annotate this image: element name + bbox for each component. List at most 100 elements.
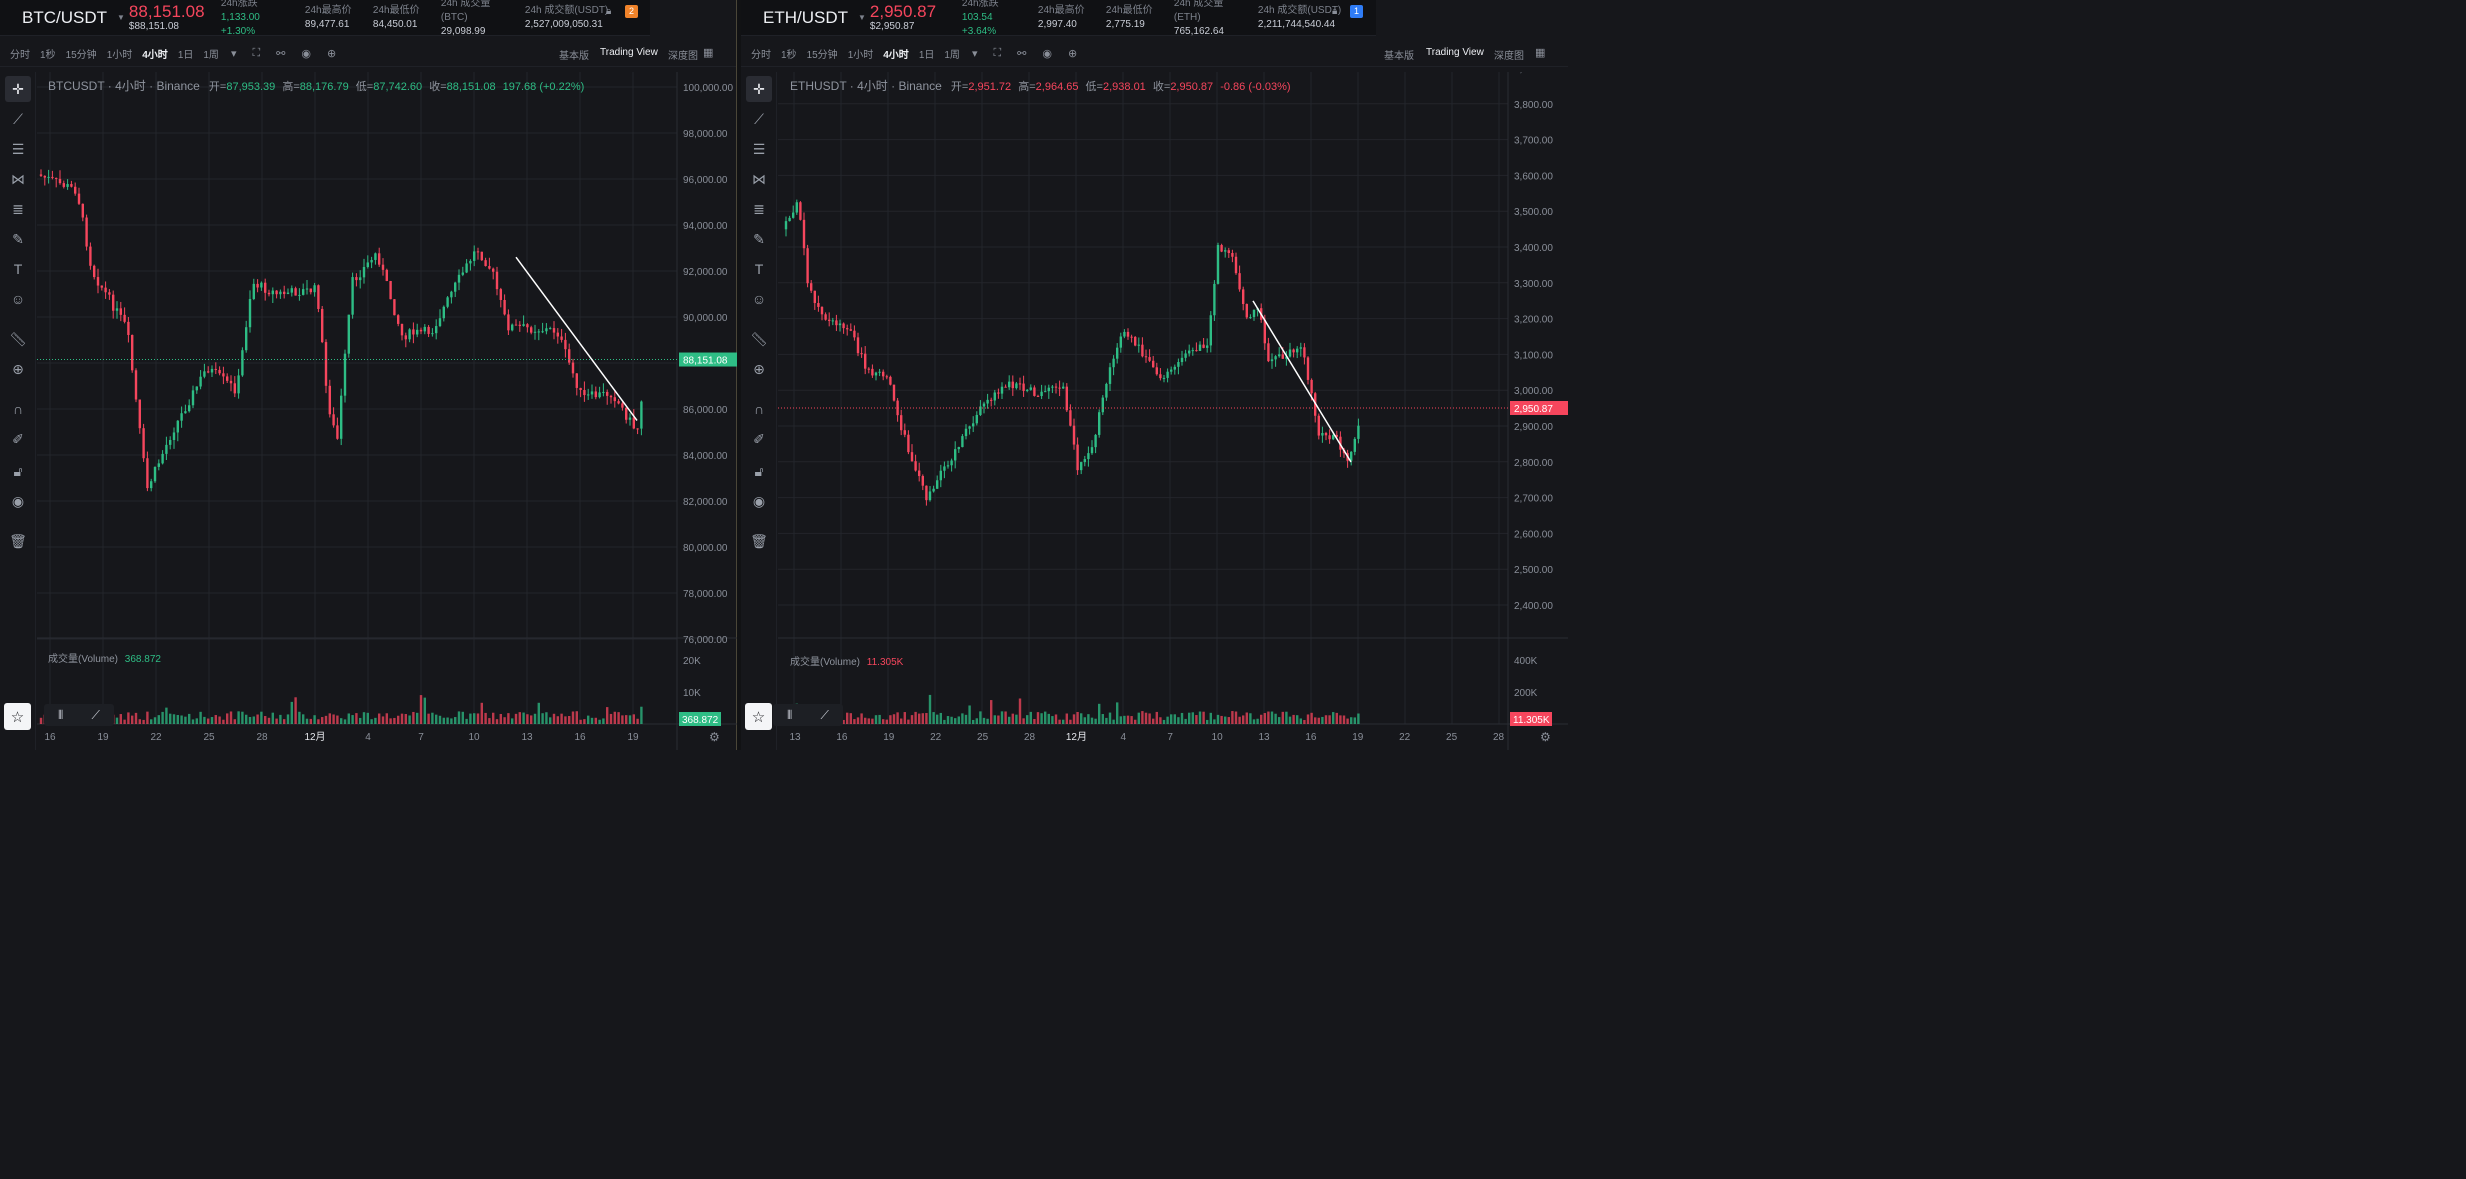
fib-icon[interactable]: ≣	[12, 200, 24, 217]
eye-icon[interactable]: ◉	[752, 492, 766, 509]
volume-bar	[900, 718, 903, 724]
chevron-down-icon[interactable]: ▼	[117, 13, 125, 22]
mode-tradingview[interactable]: Trading View	[600, 47, 658, 58]
emoji-icon[interactable]: ☺	[10, 291, 26, 307]
candles-icon[interactable]: ⫴	[787, 707, 793, 722]
layout-grid-icon[interactable]: ▦	[1535, 47, 1546, 59]
volume-bar	[522, 712, 525, 724]
horizontal-lines-icon[interactable]: ☰	[11, 140, 25, 157]
magnet-icon[interactable]: ∩	[12, 401, 24, 417]
pattern-icon[interactable]: ⋈	[11, 170, 25, 187]
candles-icon[interactable]: ⫴	[58, 707, 64, 722]
volume-bar	[1310, 712, 1313, 724]
line-tool-icon[interactable]: ⟋	[820, 707, 829, 722]
mode-basic[interactable]: 基本版	[559, 51, 589, 62]
tf-1w[interactable]: 1周	[203, 49, 219, 61]
eth-symbol[interactable]: ETH/USDT	[763, 7, 848, 27]
candle-body	[1177, 362, 1180, 367]
line-tool-icon[interactable]: ⟋	[91, 707, 100, 722]
tf-1d[interactable]: 1日	[177, 49, 194, 61]
stat-value: 2,211,744,540.44	[1257, 18, 1336, 30]
trash-icon[interactable]: 🗑︎	[750, 532, 768, 549]
brush-icon[interactable]: ✎	[753, 230, 765, 247]
tf-4h[interactable]: 4小时	[142, 49, 168, 61]
camera-icon[interactable]: ◉	[1042, 47, 1052, 60]
mode-basic[interactable]: 基本版	[1384, 51, 1414, 62]
star-icon[interactable]: ☆	[4, 703, 31, 730]
chart-type-icon[interactable]: ⛶	[252, 46, 261, 59]
tf-1d[interactable]: 1日	[918, 49, 935, 61]
volume-bar	[435, 714, 438, 724]
layout-grid-icon[interactable]: ▦	[703, 47, 714, 59]
tf-15m[interactable]: 15分钟	[65, 49, 97, 61]
candle-body	[51, 176, 54, 178]
horizontal-lines-icon[interactable]: ☰	[752, 140, 766, 157]
fib-icon[interactable]: ≣	[753, 200, 765, 217]
indicators-icon[interactable]: ⚯	[276, 47, 286, 60]
zoom-in-icon[interactable]: ⊕	[753, 360, 765, 377]
pattern-icon[interactable]: ⋈	[752, 170, 766, 187]
btc-candlestick-chart[interactable]: 100,000.00 98,000.00 96,000.00 94,000.00 92,…	[37, 72, 737, 750]
magnet-icon[interactable]: ∩	[753, 401, 765, 417]
eye-icon[interactable]: ◉	[11, 492, 25, 509]
volume-bar	[556, 716, 559, 724]
chevron-down-icon[interactable]: ▼	[858, 13, 866, 22]
trend-line-icon[interactable]: ⟋	[754, 110, 764, 127]
crosshair-icon[interactable]: ✛	[5, 76, 31, 102]
candle-body	[632, 417, 635, 429]
pencil-lock-icon[interactable]: ✐	[753, 430, 765, 447]
tf-1w[interactable]: 1周	[944, 49, 960, 61]
tf-4h[interactable]: 4小时	[883, 49, 909, 61]
pencil-lock-icon[interactable]: ✐	[12, 430, 24, 447]
eth-candlestick-chart[interactable]: 3,900.00 3,800.00 3,700.00 3,600.00 3,500.00…	[778, 72, 1568, 750]
tf-1s[interactable]: 1秒	[40, 49, 56, 61]
lock-icon[interactable]: 🔒︎	[1332, 6, 1338, 17]
gear-icon[interactable]: ⚙	[1540, 730, 1551, 744]
volume-bar	[245, 714, 248, 724]
text-icon[interactable]: T	[754, 261, 764, 277]
tf-1s[interactable]: 1秒	[781, 49, 797, 61]
zoom-in-icon[interactable]: ⊕	[12, 360, 24, 377]
candle-body	[294, 288, 297, 296]
text-icon[interactable]: T	[13, 261, 23, 277]
time-axis-label: 13	[521, 732, 533, 743]
tf-15m[interactable]: 15分钟	[806, 49, 838, 61]
volume-bar	[1188, 712, 1191, 724]
panel-divider[interactable]	[737, 0, 741, 750]
candle-body	[842, 323, 845, 329]
add-icon[interactable]: ⊕	[1068, 47, 1078, 60]
emoji-icon[interactable]: ☺	[751, 291, 767, 307]
star-icon[interactable]: ☆	[745, 703, 772, 730]
eth-layout-badge[interactable]: 1	[1350, 5, 1363, 18]
tf-tick[interactable]: 分时	[751, 49, 771, 61]
trash-icon[interactable]: 🗑︎	[9, 532, 27, 549]
volume-bar	[1062, 719, 1065, 724]
candle-body	[900, 415, 903, 431]
ruler-icon[interactable]: 📏︎	[9, 330, 27, 347]
tf-tick[interactable]: 分时	[10, 49, 30, 61]
crosshair-icon[interactable]: ✛	[746, 76, 772, 102]
chevron-down-icon[interactable]: ▾	[971, 47, 978, 60]
lock-icon[interactable]: 🔓︎	[754, 462, 764, 479]
chart-type-icon[interactable]: ⛶	[993, 46, 1002, 59]
candle-body	[362, 267, 366, 278]
btc-symbol[interactable]: BTC/USDT	[22, 7, 107, 27]
btc-layout-badge[interactable]: 2	[625, 5, 638, 18]
chevron-down-icon[interactable]: ▾	[230, 47, 237, 60]
brush-icon[interactable]: ✎	[12, 230, 24, 247]
mode-depth[interactable]: 深度图	[668, 51, 698, 62]
lock-icon[interactable]: 🔒︎	[606, 6, 612, 17]
mode-tradingview[interactable]: Trading View	[1426, 47, 1484, 58]
mode-depth[interactable]: 深度图	[1494, 51, 1524, 62]
camera-icon[interactable]: ◉	[301, 47, 311, 60]
trend-line-icon[interactable]: ⟋	[13, 110, 23, 127]
tf-1h[interactable]: 1小时	[847, 49, 874, 61]
ruler-icon[interactable]: 📏︎	[750, 330, 768, 347]
add-icon[interactable]: ⊕	[327, 47, 337, 60]
volume-bar	[309, 718, 312, 724]
volume-bar	[381, 716, 385, 724]
lock-icon[interactable]: 🔓︎	[13, 462, 23, 479]
gear-icon[interactable]: ⚙	[709, 730, 720, 744]
indicators-icon[interactable]: ⚯	[1017, 47, 1027, 60]
tf-1h[interactable]: 1小时	[106, 49, 133, 61]
